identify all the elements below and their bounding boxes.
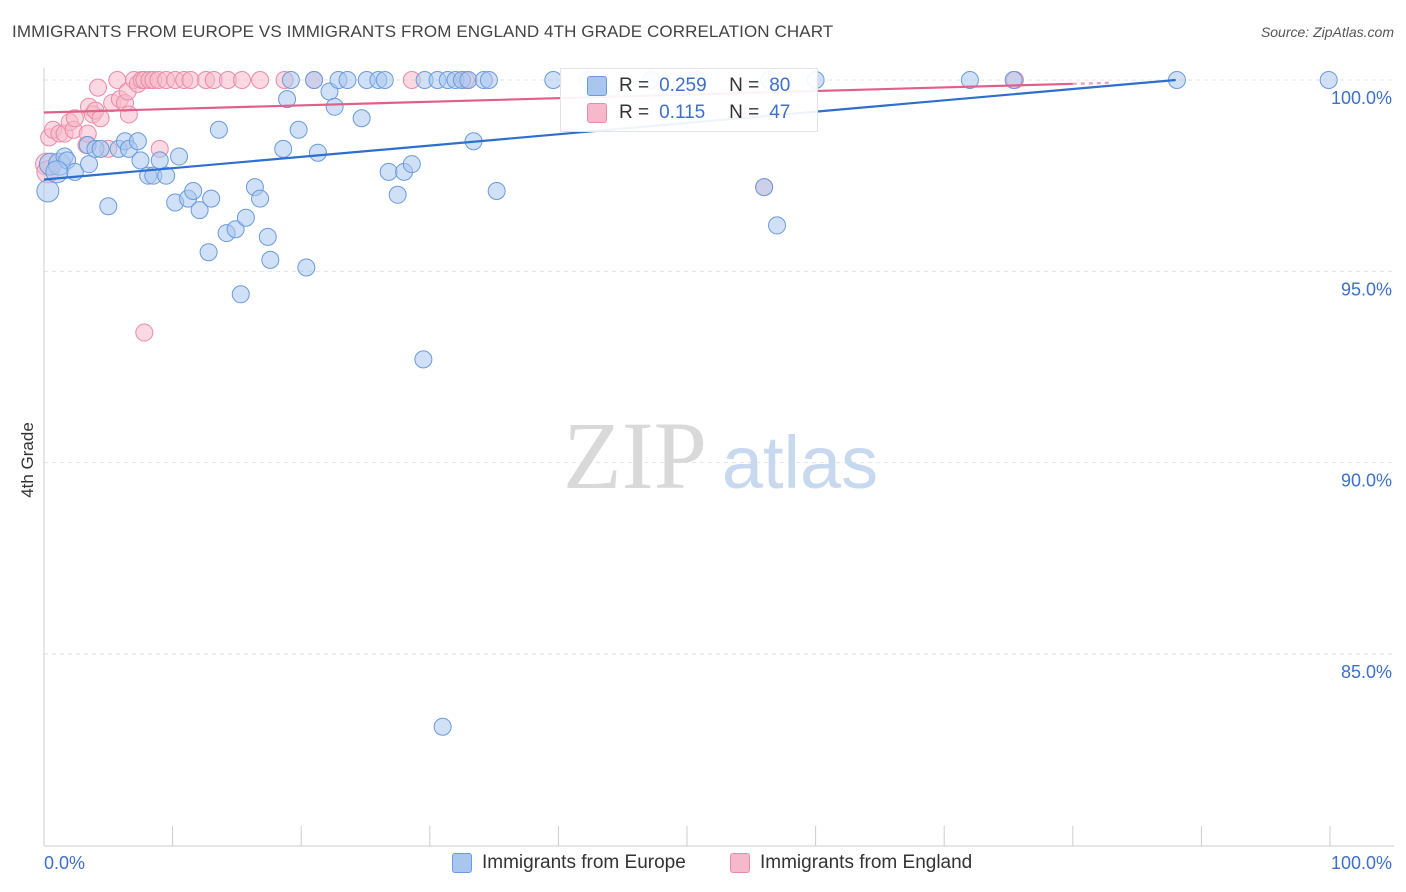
england-point: [119, 105, 138, 124]
europe-point: [768, 216, 787, 235]
europe-swatch: [587, 76, 607, 96]
europe-point: [1004, 71, 1023, 89]
europe-point: [325, 97, 344, 116]
stats-r-value: 0.115: [659, 102, 706, 123]
grid-lines: [44, 79, 1394, 655]
y-tick-label: 85.0%: [1341, 662, 1392, 682]
legend-item-europe[interactable]: Immigrants from Europe: [452, 852, 686, 874]
europe-point: [305, 71, 324, 89]
europe-point: [402, 155, 421, 174]
europe-point: [236, 208, 255, 227]
europe-point: [338, 71, 357, 89]
england-point: [89, 78, 108, 97]
x-tick-labels: 0.0% 100.0%: [44, 853, 1392, 873]
europe-point: [131, 151, 150, 170]
europe-point: [36, 179, 60, 203]
europe-point: [251, 189, 270, 208]
stats-r-label: R =: [619, 75, 650, 96]
stats-n-value: 80: [769, 75, 791, 96]
europe-point: [479, 71, 498, 89]
stats-n-label: N =: [729, 102, 760, 123]
europe-point: [379, 162, 398, 181]
europe-point: [755, 178, 774, 197]
europe-point: [199, 243, 218, 262]
stats-n-label: N =: [729, 75, 760, 96]
europe-point: [297, 258, 316, 277]
legend-label-england: Immigrants from England: [760, 852, 973, 873]
europe-point: [289, 120, 308, 139]
stats-n-value: 47: [769, 102, 791, 123]
x-tick-label: 100.0%: [1331, 853, 1392, 873]
y-tick-label: 100.0%: [1331, 88, 1392, 108]
europe-point: [487, 181, 506, 200]
legend-swatch-europe: [452, 853, 472, 873]
europe-point: [99, 197, 118, 216]
europe-point: [960, 71, 979, 89]
england-point: [233, 71, 252, 89]
stats-r-label: R =: [619, 102, 650, 123]
europe-point: [190, 201, 209, 220]
europe-point: [433, 717, 452, 736]
watermark-atlas: atlas: [722, 421, 878, 504]
england-trend-line: [43, 82, 1073, 114]
legend-label-europe: Immigrants from Europe: [482, 852, 686, 873]
watermark-zip: ZIP: [563, 402, 707, 509]
y-tick-label: 95.0%: [1341, 279, 1392, 299]
europe-point: [202, 189, 221, 208]
source-label: Source: ZipAtlas.com: [1260, 24, 1394, 40]
europe-point: [150, 151, 169, 170]
europe-point: [375, 71, 394, 89]
europe-point: [1319, 71, 1338, 89]
europe-point: [231, 285, 250, 304]
england-point: [251, 71, 270, 89]
europe-point: [128, 132, 147, 151]
y-tick-label: 90.0%: [1341, 471, 1392, 491]
europe-point: [226, 220, 245, 239]
europe-point: [258, 227, 277, 246]
europe-point: [170, 147, 189, 166]
europe-point: [274, 139, 293, 158]
x-tick-label: 0.0%: [44, 853, 85, 873]
y-tick-labels: 100.0% 95.0% 90.0% 85.0%: [1331, 88, 1392, 682]
europe-point: [157, 166, 176, 185]
europe-point: [459, 71, 478, 89]
stats-row-england: R = 0.115 N = 47: [587, 100, 790, 126]
europe-point: [184, 181, 203, 200]
england-point: [91, 109, 110, 128]
europe-point: [278, 90, 297, 109]
bottom-legend: Immigrants from Europe Immigrants from E…: [0, 848, 1406, 880]
stats-row-europe: R = 0.259 N = 80: [587, 73, 790, 99]
europe-point: [80, 155, 99, 174]
europe-point: [308, 143, 327, 162]
europe-point: [414, 350, 433, 369]
stats-r-value: 0.259: [659, 75, 707, 96]
england-point: [181, 71, 200, 89]
watermark: ZIP atlas: [563, 402, 878, 509]
europe-point: [91, 139, 110, 158]
stats-legend: R = 0.259 N = 80 R = 0.115 N = 47: [560, 68, 818, 132]
europe-point: [388, 185, 407, 204]
england-point: [65, 109, 84, 128]
chart-title: IMMIGRANTS FROM EUROPE VS IMMIGRANTS FRO…: [12, 22, 834, 41]
legend-item-england[interactable]: Immigrants from England: [730, 852, 972, 874]
europe-point: [209, 120, 228, 139]
england-trend-extension: [1072, 81, 1112, 85]
england-swatch: [587, 103, 607, 123]
europe-point: [281, 71, 300, 89]
legend-swatch-england: [730, 853, 750, 873]
england-point: [135, 323, 154, 342]
europe-point: [352, 109, 371, 128]
europe-point: [261, 250, 280, 269]
